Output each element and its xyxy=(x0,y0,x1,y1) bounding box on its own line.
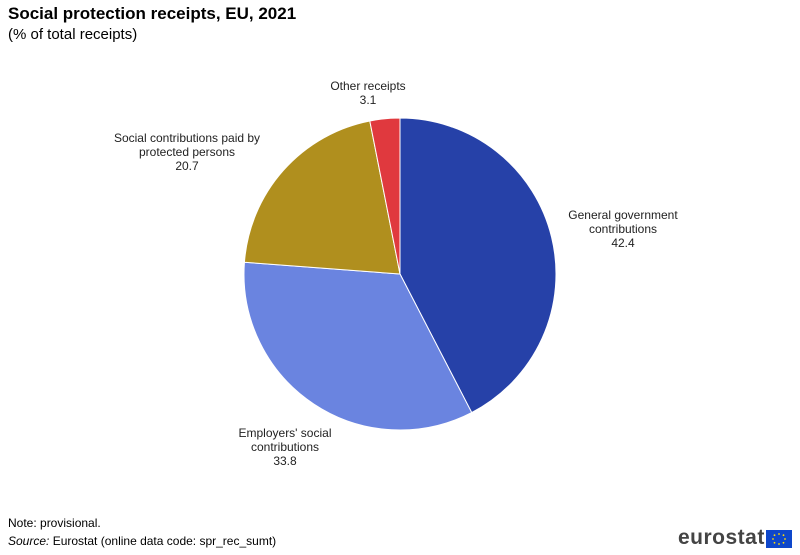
slice-label: Employers' social contributions 33.8 xyxy=(225,426,345,468)
pie-slice xyxy=(369,117,401,275)
source-label: Source: xyxy=(8,534,50,548)
chart-title: Social protection receipts, EU, 2021 xyxy=(8,4,297,23)
chart-subtitle: (% of total receipts) xyxy=(8,26,138,43)
value-label: 3.1 xyxy=(359,93,377,107)
value-label: 20.7 xyxy=(175,159,199,173)
logo-text: eurostat xyxy=(678,526,765,549)
source: Eurostat (online data code: spr_rec_sumt… xyxy=(52,534,277,548)
slice-label: General government contributions 42.4 xyxy=(548,208,698,250)
logo-flag xyxy=(766,530,792,548)
pie-slice xyxy=(399,117,557,414)
category-label: Employers' social contributions xyxy=(238,426,332,454)
category-label: Other receipts xyxy=(330,79,406,93)
slice-label: Other receipts 3.1 xyxy=(308,79,428,107)
note: Note: provisional. xyxy=(8,516,101,530)
pie-slice xyxy=(243,261,473,431)
category-label: Social contributions paid by protected p… xyxy=(113,131,261,159)
slice-label: Social contributions paid by protected p… xyxy=(102,131,272,173)
value-label: 42.4 xyxy=(611,236,635,250)
category-label: General government contributions xyxy=(568,208,678,236)
pie-slice xyxy=(243,120,401,275)
source-line: Source: Eurostat (online data code: spr_… xyxy=(8,534,276,548)
value-label: 33.8 xyxy=(273,454,297,468)
